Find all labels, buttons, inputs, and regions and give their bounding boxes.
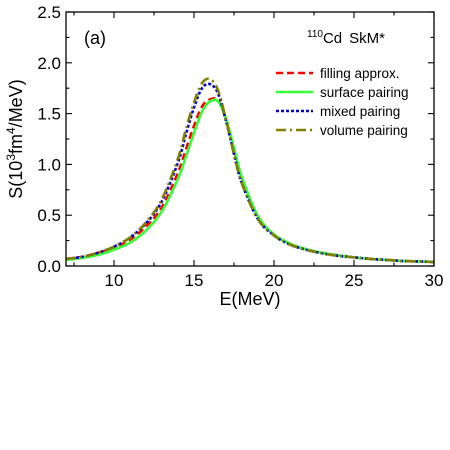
- force-name: SkM*: [349, 30, 385, 47]
- series-curves: [65, 77, 435, 264]
- x-tick-label: 15: [185, 271, 204, 290]
- y-tick-label: 1.5: [37, 105, 61, 124]
- series-line-4: [65, 77, 435, 264]
- legend-label-3: mixed pairing: [320, 104, 400, 119]
- y-tick-label: 1.0: [37, 155, 61, 174]
- y-tick-label: 2.0: [37, 54, 61, 73]
- y-axis-label-exp-1: 3: [4, 154, 18, 161]
- nucleus-mass-number: 110: [307, 29, 323, 40]
- y-axis-label-part-2: fm: [6, 134, 26, 154]
- legend-label-2: surface pairing: [320, 85, 409, 100]
- legend: filling approx. surface pairing mixed pair…: [276, 66, 409, 138]
- axis-ticks: [66, 11, 435, 267]
- y-axis-label: S(103fm4/MeV): [4, 79, 26, 198]
- x-axis-label: E(MeV): [219, 289, 280, 309]
- nucleus-symbol: Cd: [323, 30, 342, 47]
- legend-label-4: volume pairing: [320, 123, 408, 138]
- y-tick-label: 2.5: [37, 3, 61, 22]
- x-tick-label: 20: [265, 271, 284, 290]
- y-axis-label-part-1: S(10: [6, 161, 26, 199]
- x-tick-label: 30: [425, 271, 444, 290]
- plot-frame: [65, 11, 435, 267]
- nucleus-force-label: 110Cd SkM*: [307, 29, 385, 47]
- x-tick-label: 10: [105, 271, 124, 290]
- y-axis-label-exp-2: 4: [4, 127, 18, 134]
- y-tick-label: 0.0: [37, 257, 61, 276]
- x-tick-label: 25: [345, 271, 364, 290]
- y-tick-label: 0.5: [37, 206, 61, 225]
- tick-labels: 10 15 20 25 30 0.0 0.5 1.0 1.5 2.0 2.5: [37, 3, 443, 290]
- legend-label-1: filling approx.: [320, 66, 400, 81]
- y-axis-label-part-3: /MeV): [6, 79, 26, 127]
- panel-label: (a): [84, 28, 106, 48]
